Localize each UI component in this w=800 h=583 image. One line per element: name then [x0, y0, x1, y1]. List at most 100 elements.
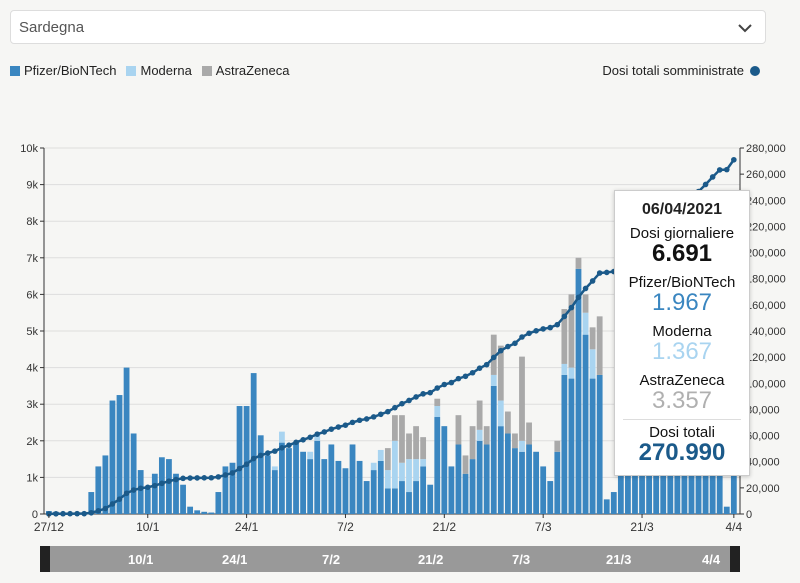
bar-moderna: [568, 367, 575, 379]
total-doses-point: [370, 414, 377, 420]
bar-pfizer-biontech: [356, 460, 363, 514]
total-doses-point: [709, 174, 716, 180]
legend-swatch: [10, 65, 20, 76]
total-doses-point: [399, 400, 405, 407]
bar-pfizer-biontech: [455, 444, 462, 514]
bar-moderna: [384, 470, 391, 489]
total-doses-point: [596, 270, 603, 276]
bar-moderna: [476, 429, 483, 441]
bar-pfizer-biontech: [201, 511, 208, 514]
bar-pfizer-biontech: [497, 426, 504, 514]
total-doses-point: [363, 416, 370, 422]
bar-pfizer-biontech: [222, 466, 229, 514]
tooltip-daily-label: Dosi giornaliere: [629, 225, 735, 242]
bar-astrazeneca: [512, 433, 518, 449]
bar-pfizer-biontech: [271, 470, 278, 514]
bar-moderna: [561, 363, 568, 375]
total-doses-point: [243, 461, 250, 468]
total-doses-point: [568, 304, 575, 311]
total-doses-point: [505, 343, 511, 350]
total-doses-point: [448, 379, 455, 386]
bar-pfizer-biontech: [561, 374, 568, 514]
legend-swatch: [201, 65, 212, 76]
bar-pfizer-biontech: [286, 448, 292, 514]
bar-pfizer-biontech: [236, 406, 243, 514]
bar-moderna: [497, 400, 504, 427]
total-doses-point: [575, 294, 582, 301]
bar-pfizer-biontech: [660, 466, 667, 514]
bar-astrazeneca: [469, 426, 476, 460]
y2-tick-label: 100,000: [746, 378, 786, 390]
chevron-down-icon[interactable]: [737, 20, 753, 36]
total-doses-point: [307, 434, 313, 441]
total-doses-point: [187, 475, 193, 481]
total-doses-point: [314, 431, 321, 437]
total-doses-point: [392, 404, 398, 411]
bar-moderna: [434, 406, 441, 418]
bar-astrazeneca: [561, 309, 568, 364]
x-tick-label: 21/2: [433, 520, 457, 534]
bar-pfizer-biontech: [109, 400, 116, 514]
total-doses-point: [293, 439, 299, 446]
y2-tick-label: 240,000: [746, 195, 786, 207]
bar-pfizer-biontech: [321, 459, 328, 514]
total-doses-point: [462, 373, 469, 380]
total-doses-point: [137, 485, 144, 492]
bar-pfizer-biontech: [434, 417, 441, 514]
bar-pfizer-biontech: [533, 451, 540, 514]
bar-pfizer-biontech: [314, 440, 321, 514]
total-doses-point: [116, 496, 123, 502]
total-doses-point: [603, 269, 610, 276]
bar-moderna: [413, 459, 419, 482]
total-doses-point: [561, 313, 568, 320]
total-doses-point: [420, 391, 426, 397]
bar-moderna: [519, 440, 525, 452]
bar-moderna: [392, 440, 398, 489]
x-tick-label: 7/3: [535, 520, 552, 534]
scroller-handle-right[interactable]: [730, 546, 740, 572]
bar-astrazeneca: [582, 294, 589, 313]
y2-tick-label: 20,000: [746, 483, 780, 495]
total-doses-point: [102, 505, 109, 512]
bar-pfizer-biontech: [526, 444, 532, 514]
bar-pfizer-biontech: [229, 462, 236, 514]
scroller-handle-left[interactable]: [40, 546, 50, 572]
total-doses-point: [377, 411, 384, 418]
chart-tooltip: 06/04/2021 Dosi giornaliere 6.691 Pfizer…: [614, 190, 750, 476]
bar-pfizer-biontech: [88, 492, 95, 514]
bar-moderna: [589, 349, 596, 379]
y-tick-label: 0: [32, 509, 38, 521]
total-doses-point: [483, 361, 490, 368]
total-doses-point: [229, 470, 236, 476]
legend-item-pfizer[interactable]: Pfizer/BioNTech: [10, 63, 116, 78]
legend-item-astrazeneca[interactable]: AstraZeneca: [201, 63, 290, 78]
scroller-label: 4/4: [702, 552, 721, 567]
total-doses-point: [264, 450, 271, 456]
y2-tick-label: 260,000: [746, 169, 786, 181]
y2-tick-label: 60,000: [746, 431, 780, 443]
bar-pfizer-biontech: [490, 385, 497, 514]
total-doses-point: [349, 419, 356, 426]
total-doses-point: [279, 445, 285, 451]
bar-moderna: [406, 459, 412, 493]
bar-pfizer-biontech: [420, 466, 427, 514]
bar-astrazeneca: [392, 415, 398, 441]
legend-item-moderna[interactable]: Moderna: [126, 63, 192, 78]
bar-pfizer-biontech: [194, 510, 201, 514]
bar-pfizer-biontech: [363, 481, 370, 514]
region-select[interactable]: Sardegna: [10, 10, 766, 44]
total-doses-point: [236, 465, 243, 472]
scroller-label: 10/1: [128, 552, 154, 567]
bar-astrazeneca: [462, 455, 469, 474]
total-doses-point: [201, 475, 208, 481]
scroller-label: 21/3: [606, 552, 632, 567]
range-scroller[interactable]: 10/1 24/1 7/2 21/2 7/3 21/3 4/4: [40, 546, 740, 572]
total-doses-point: [498, 347, 504, 354]
y2-tick-label: 40,000: [746, 457, 780, 469]
total-doses-point: [413, 394, 419, 400]
legend-item-total[interactable]: Dosi totali somministrate: [602, 63, 760, 78]
bar-pfizer-biontech: [144, 488, 151, 514]
legend-swatch: [126, 65, 137, 76]
bar-pfizer-biontech: [730, 442, 737, 514]
total-doses-point: [554, 321, 561, 328]
